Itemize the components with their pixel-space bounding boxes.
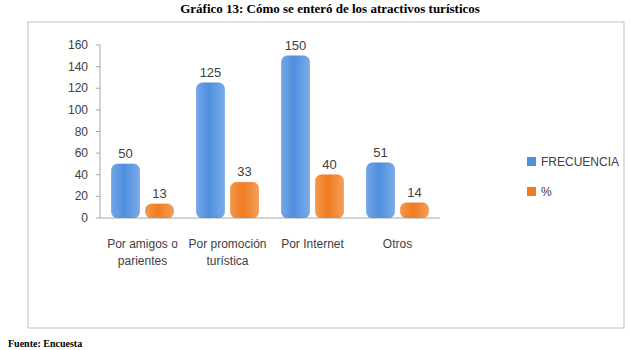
bar xyxy=(231,182,259,218)
y-tick xyxy=(96,109,100,110)
legend-label: FRECUENCIA xyxy=(541,155,619,169)
bar xyxy=(112,164,140,218)
bar xyxy=(197,83,225,218)
y-tick-label: 0 xyxy=(81,211,88,225)
y-tick-label: 60 xyxy=(75,146,89,160)
source: Fuente: Encuesta xyxy=(8,338,82,349)
data-label: 51 xyxy=(373,145,387,160)
data-label: 40 xyxy=(322,157,336,172)
data-label: 13 xyxy=(152,186,166,201)
y-tick xyxy=(96,153,100,154)
category-label: Por promociónturística xyxy=(188,237,266,268)
chart-frame xyxy=(28,22,624,328)
data-labels: 50 125 150 51 13 33 40 14 xyxy=(118,38,421,201)
category-label: Por Internet xyxy=(281,237,344,251)
y-tick xyxy=(96,45,100,46)
data-label: 125 xyxy=(200,65,222,80)
y-tick xyxy=(96,218,100,219)
data-label: 33 xyxy=(237,164,251,179)
y-tick-label: 160 xyxy=(68,38,88,52)
y-tick xyxy=(96,88,100,89)
chart-root: Gráfico 13: Cómo se enteró de los atract… xyxy=(0,0,630,350)
y-tick-label: 120 xyxy=(68,81,88,95)
category-label: Por amigos oparientes xyxy=(107,237,178,268)
legend: FRECUENCIA% xyxy=(527,155,619,199)
bars xyxy=(112,56,429,218)
bar xyxy=(401,203,429,218)
y-tick-label: 80 xyxy=(75,125,89,139)
bar xyxy=(282,56,310,218)
y-tick xyxy=(96,174,100,175)
y-tick-label: 100 xyxy=(68,103,88,117)
y-tick-label: 40 xyxy=(75,168,89,182)
y-tick xyxy=(96,66,100,67)
legend-swatch xyxy=(527,187,536,196)
title: Gráfico 13: Cómo se enteró de los atract… xyxy=(180,1,480,16)
legend-swatch xyxy=(527,157,536,166)
chart: Gráfico 13: Cómo se enteró de los atract… xyxy=(0,0,630,350)
bar xyxy=(367,163,395,218)
bar xyxy=(146,204,174,218)
data-label: 50 xyxy=(118,146,132,161)
data-label: 150 xyxy=(285,38,307,53)
bar xyxy=(316,175,344,218)
data-label: 14 xyxy=(407,185,421,200)
y-tick xyxy=(96,196,100,197)
category-label: Otros xyxy=(383,237,412,251)
y-tick-label: 20 xyxy=(75,189,89,203)
y-tick xyxy=(96,131,100,132)
legend-label: % xyxy=(541,185,552,199)
y-tick-label: 140 xyxy=(68,60,88,74)
